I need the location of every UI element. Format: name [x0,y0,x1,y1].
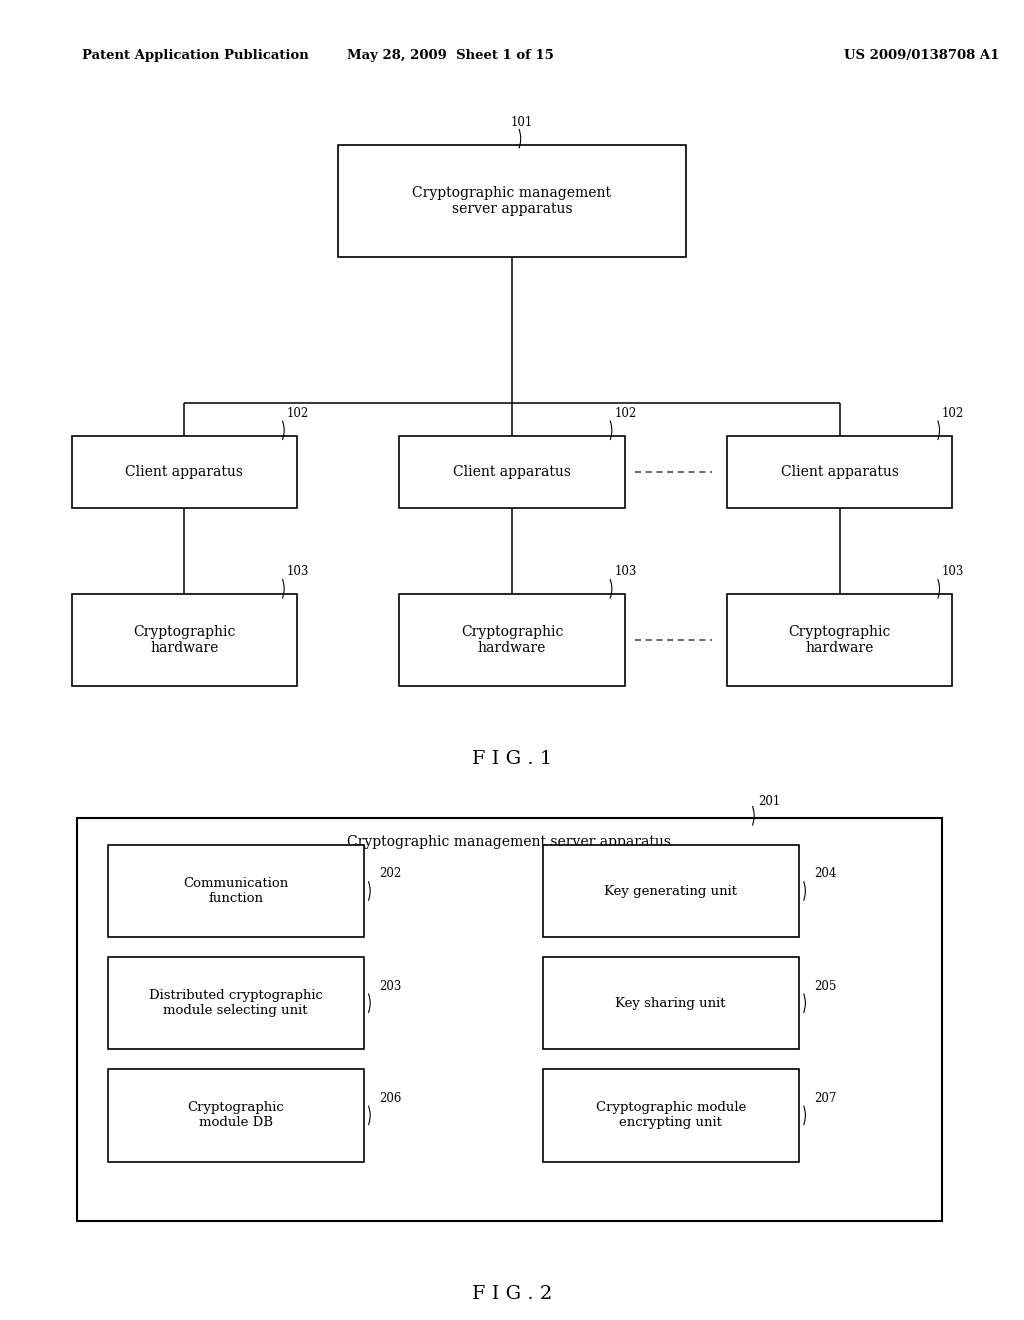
Text: 201: 201 [758,795,780,808]
Text: Patent Application Publication: Patent Application Publication [82,49,308,62]
Text: 102: 102 [614,407,637,420]
Text: Cryptographic
hardware: Cryptographic hardware [133,626,236,655]
Text: 203: 203 [379,979,401,993]
Bar [108,845,364,937]
Bar [72,594,297,686]
Bar [727,436,952,508]
Text: Distributed cryptographic
module selecting unit: Distributed cryptographic module selecti… [148,989,323,1018]
Text: Cryptographic management server apparatus: Cryptographic management server apparatu… [347,836,672,849]
Text: Client apparatus: Client apparatus [780,465,899,479]
Text: 103: 103 [942,565,965,578]
Bar [108,1069,364,1162]
Text: Cryptographic
module DB: Cryptographic module DB [187,1101,284,1130]
Text: Cryptographic
hardware: Cryptographic hardware [788,626,891,655]
Bar [543,845,799,937]
Text: F I G . 2: F I G . 2 [472,1284,552,1303]
Bar [399,594,625,686]
Text: 103: 103 [287,565,309,578]
Text: Communication
function: Communication function [183,876,288,906]
Text: 102: 102 [287,407,309,420]
Text: Cryptographic module
encrypting unit: Cryptographic module encrypting unit [596,1101,745,1130]
Text: Client apparatus: Client apparatus [453,465,571,479]
Bar [543,957,799,1049]
Text: 206: 206 [379,1092,401,1105]
Text: Cryptographic
hardware: Cryptographic hardware [461,626,563,655]
Text: Key generating unit: Key generating unit [604,884,737,898]
Text: US 2009/0138708 A1: US 2009/0138708 A1 [844,49,999,62]
Text: Cryptographic management
server apparatus: Cryptographic management server apparatu… [413,186,611,216]
Bar [108,957,364,1049]
Text: 101: 101 [511,116,534,129]
Bar [72,436,297,508]
Text: Client apparatus: Client apparatus [125,465,244,479]
Text: May 28, 2009  Sheet 1 of 15: May 28, 2009 Sheet 1 of 15 [347,49,554,62]
Bar [727,594,952,686]
Bar [543,1069,799,1162]
Bar [338,145,686,257]
Text: 103: 103 [614,565,637,578]
Text: 102: 102 [942,407,965,420]
Bar [77,818,942,1221]
Bar [399,436,625,508]
Text: 202: 202 [379,867,401,880]
Text: Key sharing unit: Key sharing unit [615,997,726,1010]
Text: 204: 204 [814,867,837,880]
Text: 207: 207 [814,1092,837,1105]
Text: F I G . 1: F I G . 1 [472,750,552,768]
Text: 205: 205 [814,979,837,993]
